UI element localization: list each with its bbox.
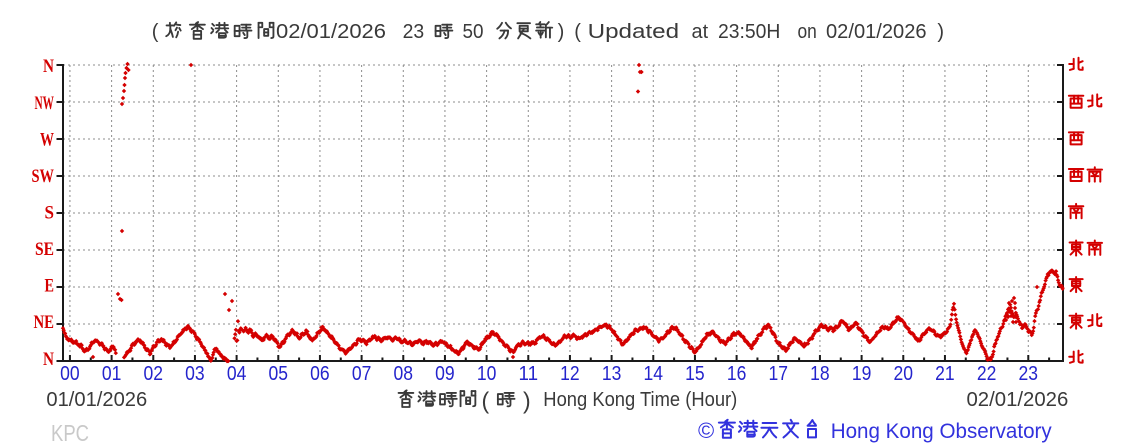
- svg-text:23: 23: [403, 21, 425, 43]
- svg-text:(: (: [152, 21, 159, 43]
- svg-text:): ): [558, 21, 565, 43]
- svg-text:15: 15: [685, 363, 705, 385]
- svg-text:21: 21: [935, 363, 955, 385]
- svg-text:N: N: [43, 56, 54, 77]
- svg-text:02: 02: [144, 363, 164, 385]
- svg-text:Updated: Updated: [588, 21, 680, 43]
- svg-text:on: on: [798, 21, 817, 43]
- svg-text:01: 01: [102, 363, 122, 385]
- svg-text:(: (: [482, 388, 490, 414]
- svg-text:01/01/2026: 01/01/2026: [46, 389, 147, 411]
- svg-text:08: 08: [394, 363, 414, 385]
- svg-text:(: (: [574, 21, 581, 43]
- svg-text:02/01/2026: 02/01/2026: [276, 21, 386, 43]
- svg-text:16: 16: [727, 363, 747, 385]
- svg-text:): ): [523, 388, 531, 414]
- svg-text:02/01/2026: 02/01/2026: [967, 389, 1069, 411]
- svg-text:NW: NW: [35, 93, 55, 114]
- svg-text:W: W: [40, 129, 54, 150]
- svg-text:E: E: [45, 276, 55, 297]
- svg-text:©: ©: [698, 418, 714, 443]
- svg-text:20: 20: [894, 363, 914, 385]
- svg-text:04: 04: [227, 363, 247, 385]
- svg-text:S: S: [45, 203, 55, 224]
- svg-text:KPC: KPC: [51, 420, 89, 446]
- svg-text:18: 18: [810, 363, 830, 385]
- svg-text:07: 07: [352, 363, 372, 385]
- svg-text:N: N: [43, 349, 54, 370]
- svg-text:): ): [937, 21, 944, 43]
- svg-text:50: 50: [463, 21, 484, 43]
- svg-text:06: 06: [310, 363, 330, 385]
- svg-text:10: 10: [477, 363, 497, 385]
- svg-text:Hong Kong Time (Hour): Hong Kong Time (Hour): [543, 389, 737, 411]
- svg-text:03: 03: [185, 363, 205, 385]
- svg-text:Hong Kong Observatory: Hong Kong Observatory: [831, 419, 1052, 443]
- svg-text:05: 05: [269, 363, 289, 385]
- svg-text:23:50H: 23:50H: [718, 21, 780, 43]
- svg-text:11: 11: [519, 363, 539, 385]
- svg-text:NE: NE: [34, 312, 55, 333]
- svg-text:SW: SW: [32, 166, 55, 187]
- svg-text:17: 17: [769, 363, 789, 385]
- svg-text:09: 09: [435, 363, 455, 385]
- svg-text:14: 14: [644, 363, 664, 385]
- svg-text:19: 19: [852, 363, 872, 385]
- svg-text:13: 13: [602, 363, 622, 385]
- svg-text:SE: SE: [35, 239, 54, 260]
- svg-text:22: 22: [977, 363, 997, 385]
- svg-text:23: 23: [1019, 363, 1039, 385]
- svg-text:12: 12: [560, 363, 580, 385]
- svg-text:at: at: [692, 21, 709, 43]
- svg-text:00: 00: [60, 363, 80, 385]
- svg-text:02/01/2026: 02/01/2026: [826, 21, 927, 43]
